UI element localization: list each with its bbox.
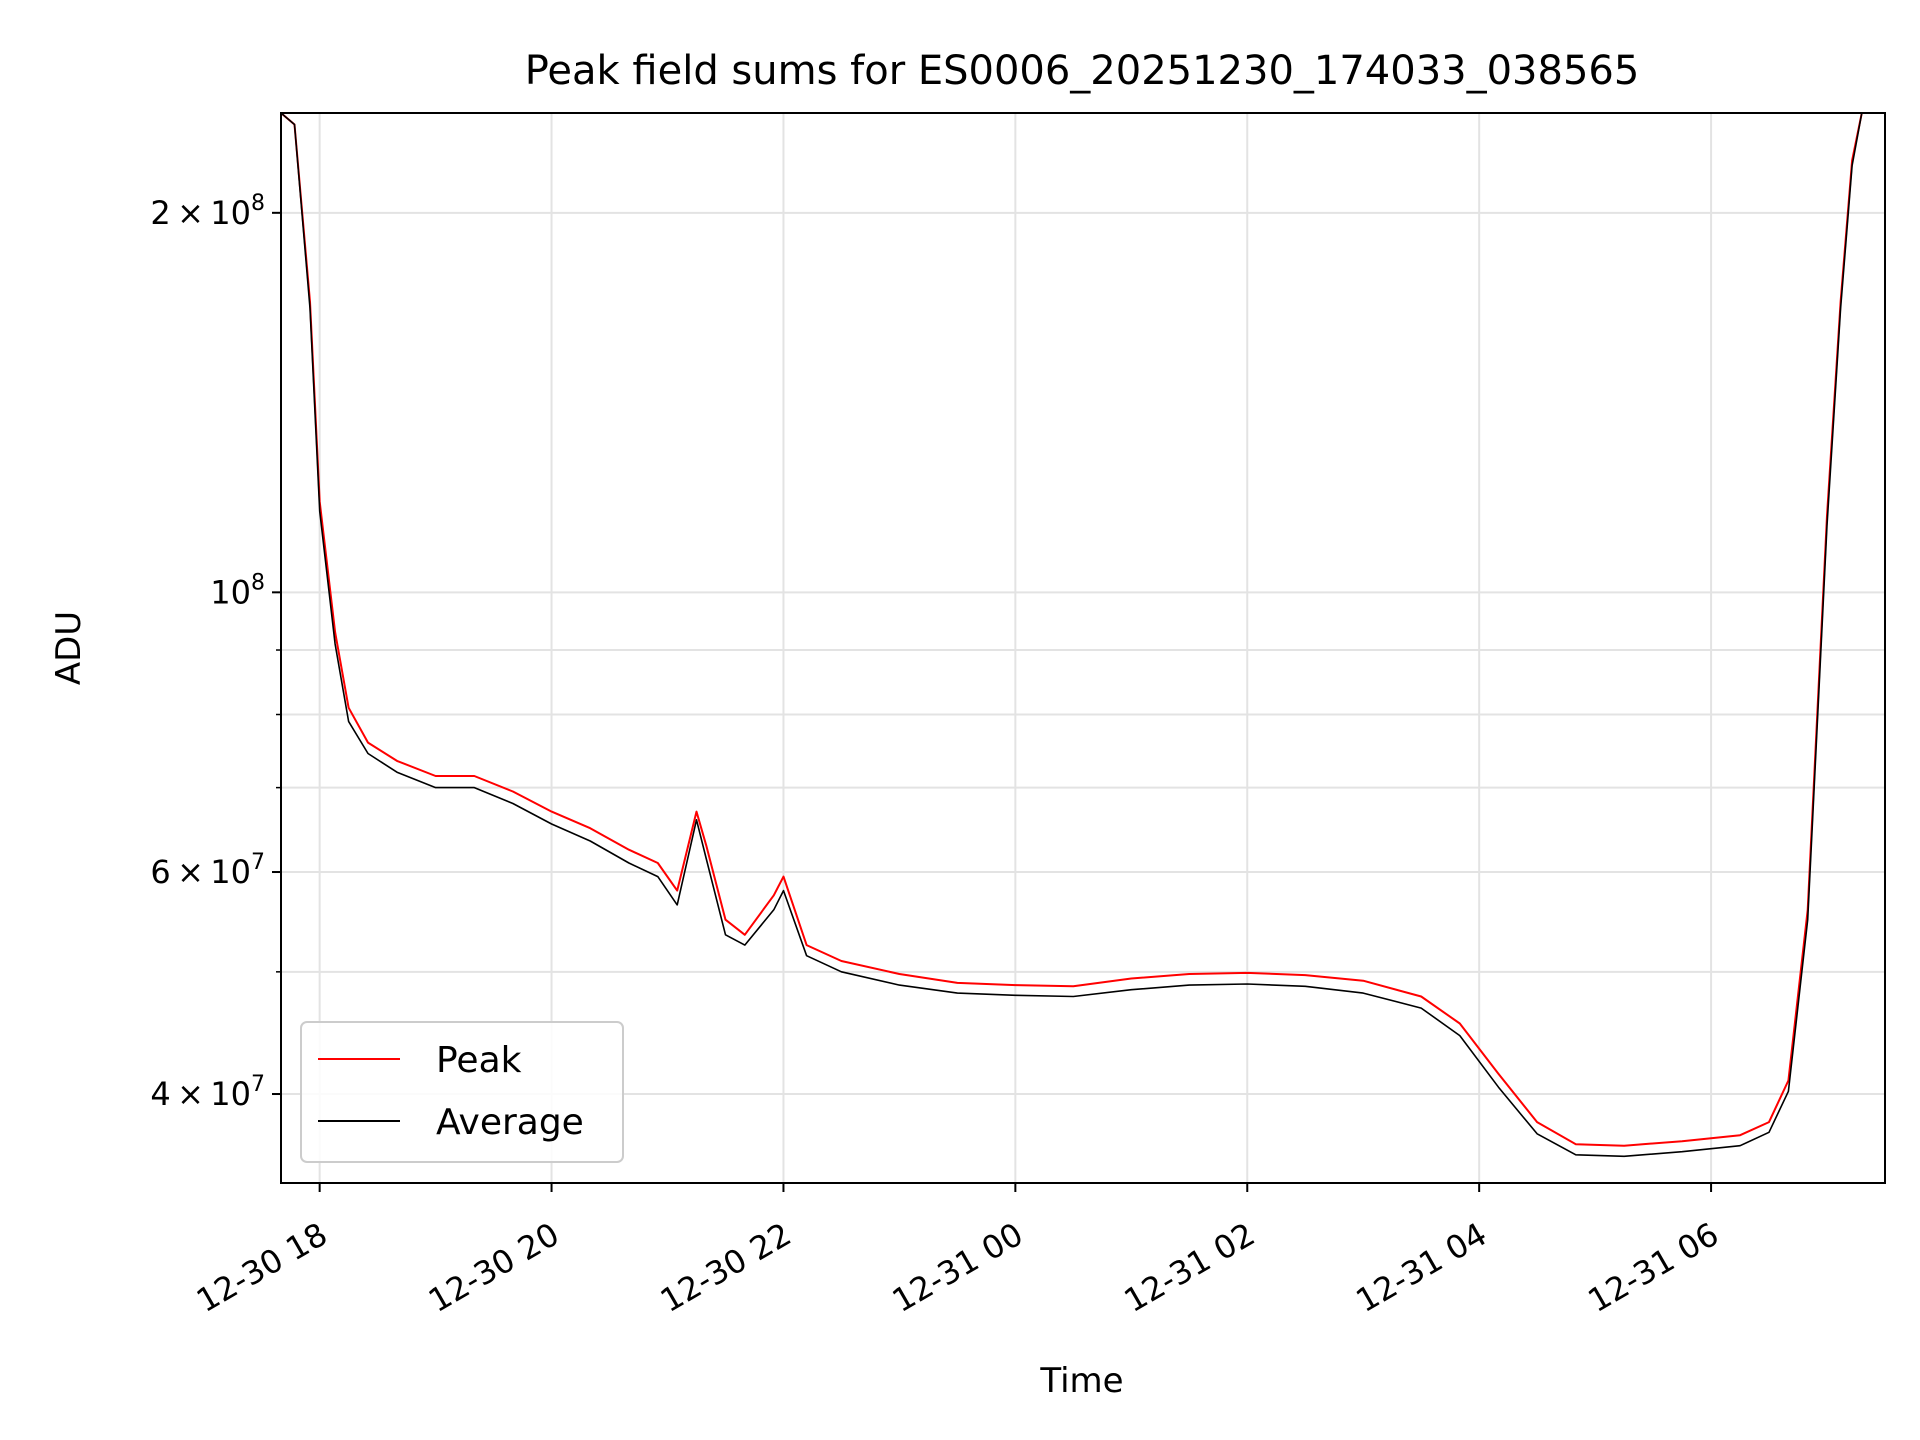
y-tick-label: 6 × 107 — [150, 850, 265, 891]
x-axis-label: Time — [1039, 1361, 1123, 1401]
chart-title: Peak field sums for ES0006_20251230_1740… — [525, 48, 1640, 94]
legend: Peak Average — [300, 1021, 624, 1163]
series-line-average — [280, 112, 1885, 1158]
series-layer — [280, 112, 1885, 1158]
grid — [281, 113, 1885, 1183]
legend-label-peak: Peak — [436, 1040, 522, 1081]
y-tick-label: 2 × 108 — [150, 191, 265, 232]
legend-box — [300, 1021, 624, 1163]
plot-frame — [280, 112, 1886, 1184]
y-tick-label: 4 × 107 — [150, 1072, 265, 1113]
series-line-peak — [280, 112, 1885, 1147]
legend-label-average: Average — [436, 1102, 584, 1143]
y-tick-label: 108 — [210, 570, 265, 611]
y-axis-label: ADU — [49, 611, 89, 685]
y-axis: 2 × 108 108 6 × 107 4 × 107 — [150, 191, 281, 1113]
